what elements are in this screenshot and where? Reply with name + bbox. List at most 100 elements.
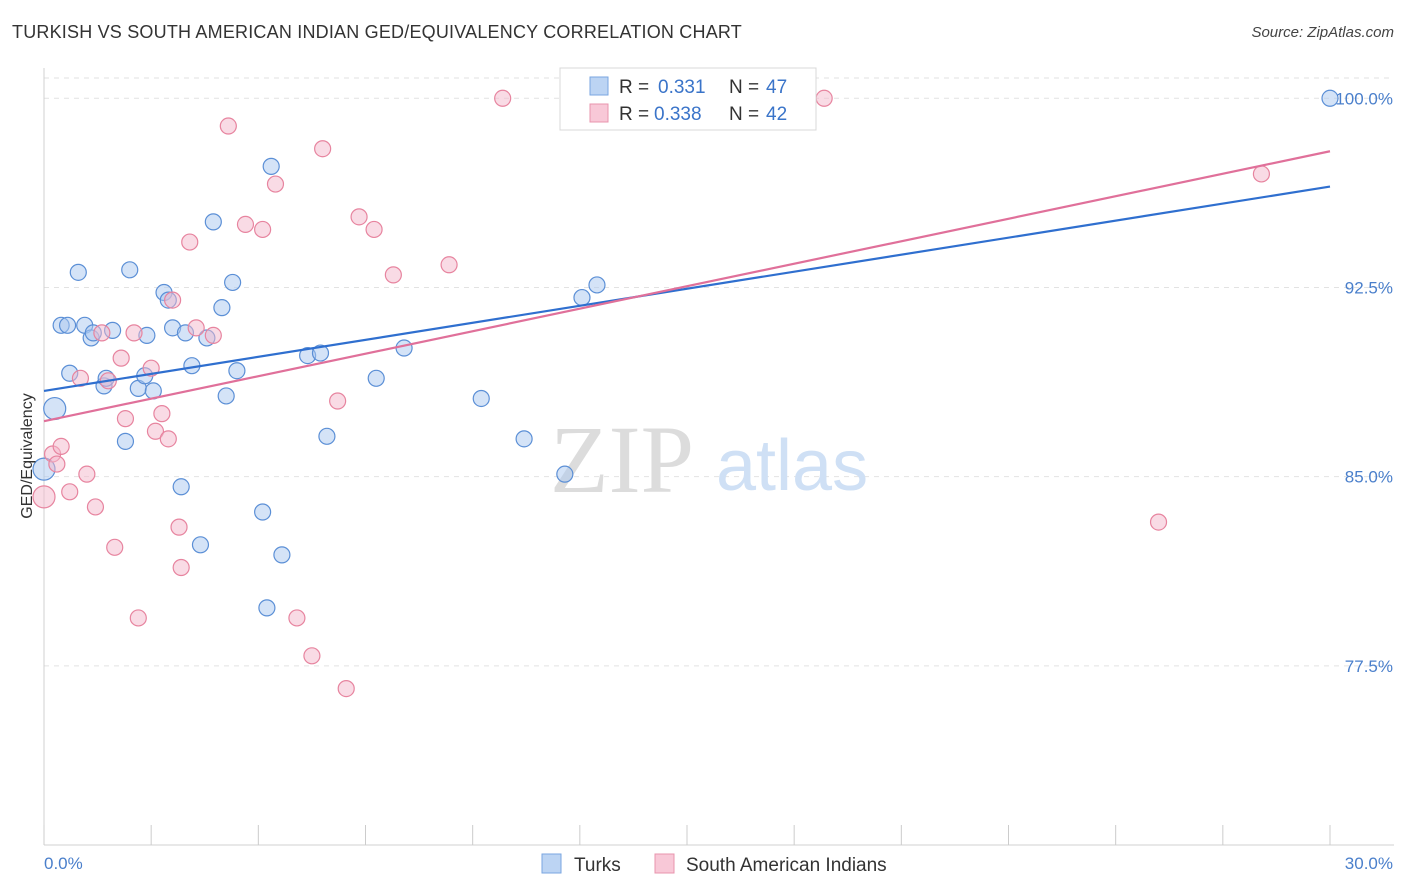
south-american-indians-point-14 — [129, 609, 147, 627]
turks-point-3 — [58, 316, 77, 334]
turks-point-43 — [573, 288, 591, 307]
bottom-legend: Turks South American Indians — [541, 853, 887, 876]
south-american-indians-point-29 — [288, 609, 306, 627]
legend-n-value-sai: 42 — [766, 104, 787, 125]
south-american-indians-point-37 — [440, 256, 458, 274]
legend-r-label-sai: R = — [619, 104, 649, 125]
south-american-indians-point-4 — [61, 483, 79, 501]
y-tick-labels: 100.0% 92.5% 85.0% 77.5% — [1335, 89, 1393, 676]
turks-point-26 — [204, 213, 222, 231]
south-american-indians-point-25 — [219, 117, 237, 135]
south-american-indians-point-17 — [153, 405, 171, 423]
grid-lines — [44, 77, 1394, 667]
turks-point-5 — [69, 263, 87, 281]
south-american-indians-point-30 — [303, 647, 321, 665]
legend-n-value-turks: 47 — [766, 77, 787, 98]
south-american-indians-point-40 — [1149, 513, 1168, 531]
x-tick-labels: 0.0% 30.0% — [44, 854, 1393, 873]
south-american-indians-point-10 — [106, 538, 124, 556]
bottom-legend-label-turks: Turks — [574, 855, 621, 876]
legend-r-value-turks: 0.331 — [658, 77, 706, 98]
legend-r-label-turks: R = — [619, 77, 649, 98]
trend-lines — [43, 150, 1331, 423]
south-american-indians-trend-line — [43, 150, 1331, 423]
turks-point-46 — [1321, 89, 1339, 107]
turks-point-33 — [262, 157, 280, 175]
turks-point-21 — [172, 478, 190, 496]
watermark-zip: ZIP — [550, 406, 694, 513]
y-axis-label: GED/Equivalency — [19, 393, 36, 518]
south-american-indians-point-11 — [112, 349, 130, 367]
south-american-indians-point-31 — [314, 140, 332, 158]
south-american-indians-point-19 — [164, 291, 182, 309]
y-tick-label-2: 85.0% — [1345, 468, 1393, 487]
south-american-indians-point-35 — [365, 220, 383, 239]
south-american-indians-point-5 — [71, 369, 90, 387]
data-points — [32, 89, 1339, 698]
south-american-indians-point-7 — [86, 498, 105, 516]
turks-point-39 — [395, 339, 413, 357]
turks-point-32 — [258, 599, 276, 617]
turks-point-28 — [217, 387, 235, 405]
south-american-indians-point-27 — [254, 220, 272, 239]
south-american-indians-point-34 — [350, 208, 368, 226]
turks-point-44 — [588, 276, 606, 294]
south-american-indians-point-0 — [32, 485, 56, 509]
turks-point-37 — [318, 427, 336, 445]
south-american-indians-point-22 — [181, 233, 199, 251]
legend-n-label-sai: N = — [729, 104, 759, 125]
south-american-indians-point-26 — [236, 215, 255, 234]
south-american-indians-point-38 — [494, 89, 512, 107]
turks-point-31 — [254, 503, 272, 521]
bottom-legend-swatch-turks — [541, 853, 562, 874]
legend-r-value-sai: 0.338 — [654, 104, 702, 125]
turks-point-34 — [273, 546, 291, 564]
watermark: ZIP atlas — [550, 406, 868, 513]
south-american-indians-point-18 — [159, 430, 177, 448]
south-american-indians-point-24 — [204, 326, 222, 345]
south-american-indians-point-21 — [172, 558, 190, 577]
chart-title: TURKISH VS SOUTH AMERICAN INDIAN GED/EQU… — [12, 22, 742, 42]
turks-point-13 — [121, 261, 139, 279]
south-american-indians-point-32 — [329, 392, 347, 410]
south-american-indians-point-13 — [125, 324, 143, 342]
y-tick-label-0: 100.0% — [1335, 89, 1393, 108]
x-tick-label-1: 30.0% — [1345, 854, 1393, 873]
bottom-legend-swatch-sai — [654, 853, 675, 874]
legend-n-label-turks: N = — [729, 77, 759, 98]
watermark-atlas: atlas — [716, 426, 868, 506]
x-tick-label-0: 0.0% — [44, 854, 83, 873]
turks-point-36 — [311, 344, 330, 362]
south-american-indians-point-41 — [1252, 165, 1271, 183]
south-american-indians-point-2 — [48, 455, 66, 473]
south-american-indians-point-8 — [93, 324, 111, 342]
south-american-indians-point-36 — [384, 266, 402, 284]
turks-point-42 — [556, 465, 574, 483]
turks-point-40 — [472, 389, 490, 408]
south-american-indians-point-28 — [266, 175, 285, 193]
turks-point-38 — [367, 369, 385, 387]
turks-point-12 — [116, 432, 135, 450]
turks-point-30 — [228, 362, 246, 380]
south-american-indians-point-39 — [815, 89, 833, 107]
y-tick-label-1: 92.5% — [1345, 278, 1393, 297]
bottom-legend-label-sai: South American Indians — [686, 855, 887, 876]
turks-trend-line — [43, 185, 1331, 392]
turks-point-27 — [213, 299, 231, 317]
turks-point-41 — [515, 430, 533, 448]
south-american-indians-point-33 — [337, 679, 355, 698]
turks-point-24 — [191, 536, 210, 554]
south-american-indians-point-16 — [146, 422, 165, 440]
x-tick-marks — [43, 825, 1331, 845]
y-tick-label-3: 77.5% — [1345, 657, 1393, 676]
south-american-indians-point-23 — [187, 319, 205, 337]
legend-swatch-sai — [589, 103, 609, 123]
south-american-indians-point-12 — [116, 410, 135, 428]
south-american-indians-point-6 — [78, 465, 96, 483]
axes — [43, 68, 1394, 846]
top-legend: R = 0.331 N = 47 R = 0.338 N = 42 — [559, 67, 817, 131]
source-credit: Source: ZipAtlas.com — [1251, 24, 1394, 41]
south-american-indians-point-20 — [170, 518, 188, 536]
south-american-indians-point-3 — [52, 437, 70, 456]
